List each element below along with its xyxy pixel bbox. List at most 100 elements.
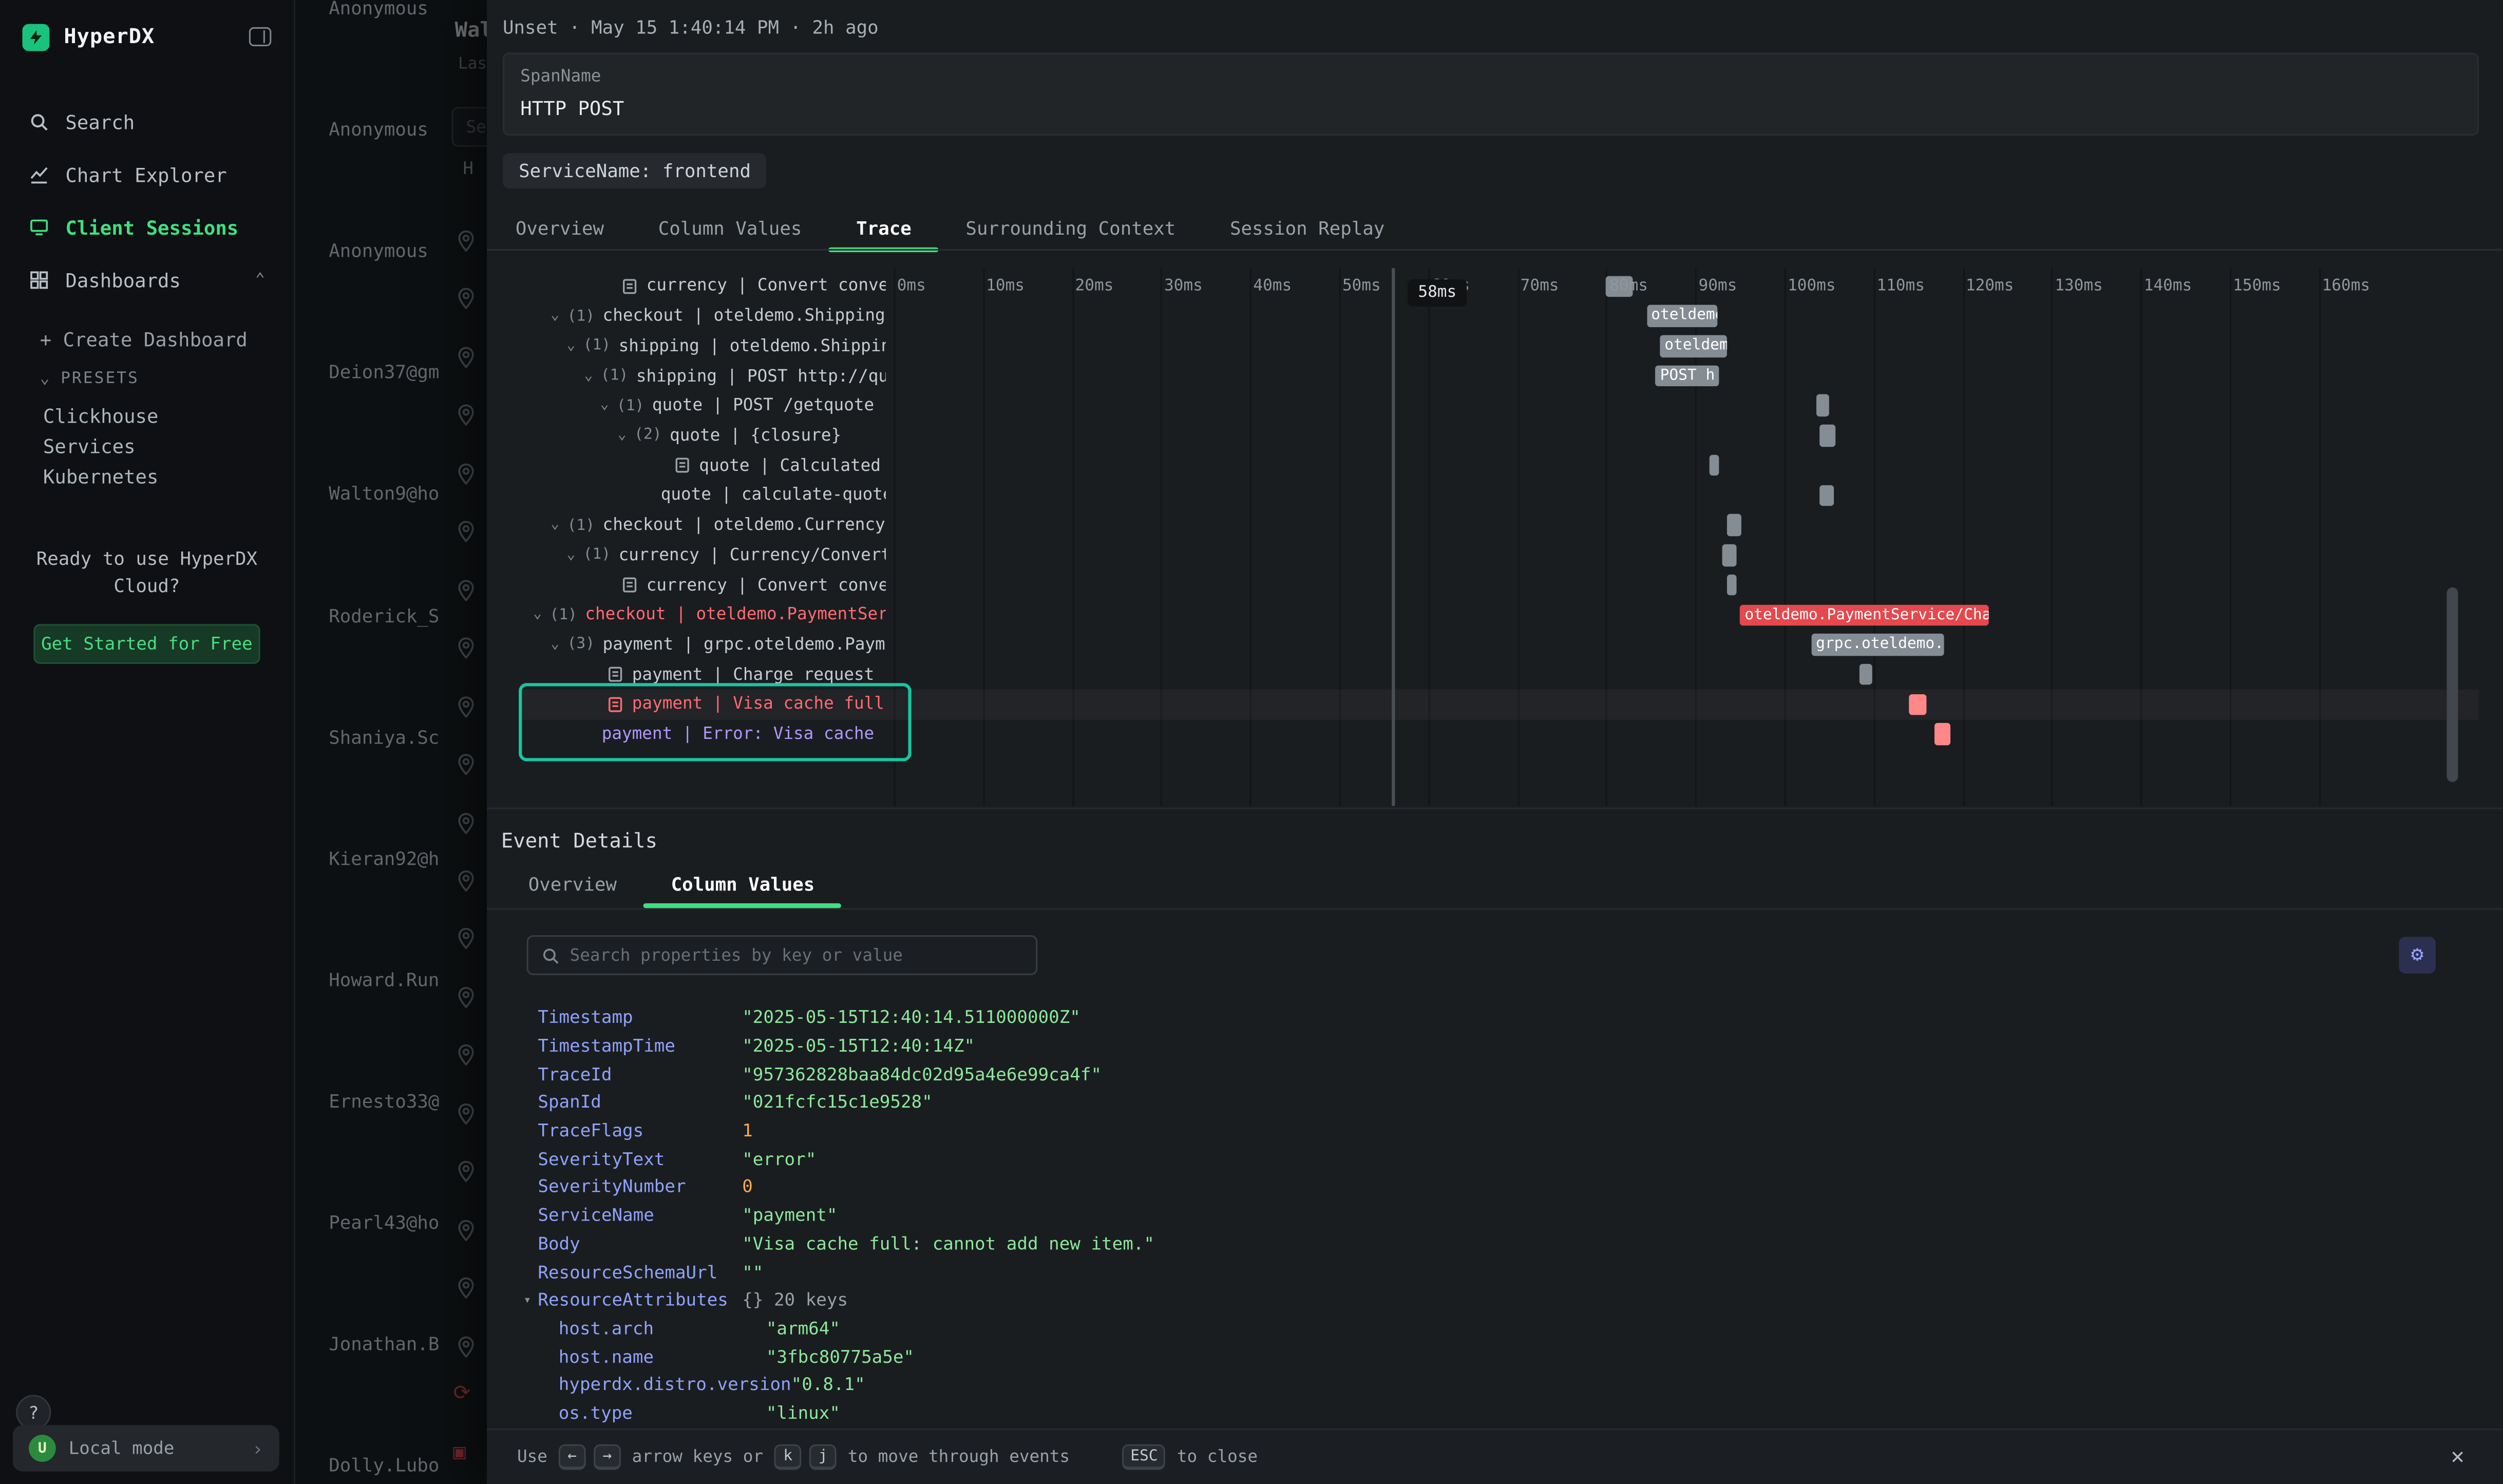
event-details-tab-column-values[interactable]: Column Values xyxy=(643,862,842,908)
trace-row[interactable]: ⌄ (1) checkout | oteldemo.ShippingSe… oteld… xyxy=(519,301,2479,331)
tab-column-values[interactable]: Column Values xyxy=(658,217,802,240)
span-bar[interactable]: oteldemo xyxy=(1659,335,1727,357)
property-row[interactable]: TimestampTime "2025-05-15T12:40:14Z" xyxy=(487,1032,2471,1060)
span-bar[interactable]: oteldemo.PaymentService/Char xyxy=(1740,604,1989,626)
chevron-down-icon[interactable]: ⌄ xyxy=(584,368,593,384)
trace-row[interactable]: currency | Convert convers… xyxy=(519,271,2479,301)
session-list-item[interactable]: Anonymous xyxy=(329,118,428,141)
local-mode-button[interactable]: U Local mode › xyxy=(12,1425,279,1472)
help-button[interactable]: ? xyxy=(16,1395,51,1430)
session-list-item[interactable]: Deion37@gm xyxy=(329,361,440,384)
property-row[interactable]: host.name "3fbc80775a5e" xyxy=(487,1343,2471,1371)
session-list-item[interactable]: Howard.Run xyxy=(329,968,440,991)
properties-search[interactable] xyxy=(526,935,1038,975)
location-pin-icon xyxy=(457,1160,476,1183)
tab-surrounding-context[interactable]: Surrounding Context xyxy=(965,217,1176,240)
trace-row[interactable]: ⌄ (1) shipping | oteldemo.Shipping… oteldem… xyxy=(519,331,2479,361)
preset-item-kubernetes[interactable]: Kubernetes xyxy=(43,465,159,488)
properties-search-input[interactable] xyxy=(570,945,1023,965)
session-list-item[interactable]: Ernesto33@ xyxy=(329,1090,440,1112)
trace-row[interactable]: ⌄ (1) checkout | oteldemo.PaymentServi… ote… xyxy=(519,600,2479,630)
property-row[interactable]: hyperdx.distro.version "0.8.1" xyxy=(487,1371,2471,1399)
session-list-item[interactable]: Anonymous xyxy=(329,0,428,20)
session-list-item[interactable]: Anonymous xyxy=(329,239,428,262)
trace-scrollbar[interactable] xyxy=(2447,587,2458,782)
preset-item-clickhouse[interactable]: Clickhouse xyxy=(43,404,159,427)
span-bar[interactable] xyxy=(1606,275,1633,297)
preset-item-services[interactable]: Services xyxy=(43,434,136,458)
property-row[interactable]: Body "Visa cache full: cannot add new ite… xyxy=(487,1230,2471,1258)
tab-session-replay[interactable]: Session Replay xyxy=(1230,217,1385,240)
span-bar[interactable]: POST h xyxy=(1655,365,1720,387)
span-bar[interactable] xyxy=(1815,395,1830,417)
trace-row[interactable]: quote | Calculated q… xyxy=(519,450,2479,480)
span-bar[interactable] xyxy=(1820,425,1835,447)
trace-row[interactable]: payment | Charge request rec… xyxy=(519,660,2479,690)
trace-row[interactable]: ⌄ (2) quote | {closure} xyxy=(519,421,2479,450)
settings-gear-button[interactable]: ⚙ xyxy=(2399,937,2436,974)
tab-overview[interactable]: Overview xyxy=(515,217,604,240)
trace-row[interactable]: currency | Convert convers… xyxy=(519,570,2479,600)
chevron-down-icon[interactable]: ⌄ xyxy=(617,427,627,444)
property-row[interactable]: host.arch "arm64" xyxy=(487,1315,2471,1343)
property-row[interactable]: Timestamp "2025-05-15T12:40:14.511000000Z… xyxy=(487,1004,2471,1032)
session-list-item[interactable]: Jonathan.B xyxy=(329,1333,440,1355)
chevron-down-icon[interactable]: ⌄ xyxy=(551,636,560,653)
chevron-down-icon[interactable]: ⌄ xyxy=(566,547,576,563)
sidebar-item-chart-explorer[interactable]: Chart Explorer xyxy=(0,148,294,201)
session-list-item[interactable]: Shaniya.Sc xyxy=(329,725,440,748)
property-row[interactable]: os.type "linux" xyxy=(487,1399,2471,1428)
trace-row[interactable]: payment | Visa cache full: c… xyxy=(519,690,2479,719)
property-row[interactable]: ▾ ResourceAttributes {} 20 keys xyxy=(487,1286,2471,1315)
service-name-tag[interactable]: ServiceName: frontend xyxy=(503,153,767,188)
span-bar[interactable] xyxy=(1709,454,1720,477)
span-bar[interactable] xyxy=(1860,663,1872,686)
sidebar-item-search[interactable]: Search xyxy=(0,96,294,148)
bg-search-input[interactable]: Sea xyxy=(451,107,487,147)
session-list-item[interactable]: Kieran92@h xyxy=(329,847,440,869)
close-icon[interactable]: ✕ xyxy=(2451,1444,2464,1470)
trace-row[interactable]: ⌄ (1) quote | POST /getquote xyxy=(519,391,2479,421)
presets-header[interactable]: ⌄ PRESETS xyxy=(40,370,294,388)
create-dashboard-button[interactable]: + Create Dashboard xyxy=(40,329,248,351)
trace-row[interactable]: ⌄ (1) checkout | oteldemo.CurrencySe… xyxy=(519,510,2479,540)
span-bar[interactable] xyxy=(1722,544,1737,566)
property-row[interactable]: SeverityNumber 0 xyxy=(487,1173,2471,1202)
property-row[interactable]: TraceFlags 1 xyxy=(487,1117,2471,1145)
span-bar[interactable] xyxy=(1909,693,1926,715)
get-started-button[interactable]: Get Started for Free xyxy=(33,623,260,663)
sidebar-item-client-sessions[interactable]: Client Sessions xyxy=(0,201,294,254)
trace-row[interactable]: ⌄ (1) currency | Currency/Convert xyxy=(519,540,2479,570)
property-row[interactable]: SpanId "021fcfc15c1e9528" xyxy=(487,1089,2471,1117)
expand-triangle-icon[interactable]: ▾ xyxy=(523,1292,532,1307)
session-list-item[interactable]: Walton9@ho xyxy=(329,482,440,505)
session-list-item[interactable]: Pearl43@ho xyxy=(329,1211,440,1234)
chevron-down-icon[interactable]: ⌄ xyxy=(600,397,609,414)
span-bar[interactable]: grpc.oteldemo. xyxy=(1811,634,1945,656)
session-list-item[interactable]: Roderick_S xyxy=(329,604,440,626)
chevron-down-icon[interactable]: ⌄ xyxy=(551,517,560,534)
sidebar-item-dashboards[interactable]: Dashboards ⌃ xyxy=(0,254,294,307)
trace-row[interactable]: payment | Error: Visa cache ful… xyxy=(519,719,2479,749)
collapse-sidebar-icon[interactable] xyxy=(249,27,272,47)
span-bar[interactable] xyxy=(1820,484,1834,506)
span-bar[interactable]: oteldemo. xyxy=(1646,305,1718,327)
span-bar[interactable] xyxy=(1934,724,1951,746)
trace-row[interactable]: ⌄ (3) payment | grpc.oteldemo.Paymen… grpc.… xyxy=(519,630,2479,659)
trace-row[interactable]: quote | calculate-quote xyxy=(519,481,2479,510)
span-bar[interactable] xyxy=(1726,574,1737,596)
chevron-down-icon[interactable]: ⌄ xyxy=(533,606,542,623)
tab-trace[interactable]: Trace xyxy=(829,206,938,253)
property-row[interactable]: SeverityText "error" xyxy=(487,1145,2471,1173)
span-bar[interactable] xyxy=(1726,514,1742,536)
property-row[interactable]: ServiceName "payment" xyxy=(487,1202,2471,1230)
session-list-item[interactable]: Dolly.Lubo xyxy=(329,1454,440,1477)
trace-row[interactable]: ⌄ (1) shipping | POST http://quo… POST h xyxy=(519,361,2479,391)
property-row[interactable]: TraceId "957362828baa84dc02d95a4e6e99ca4f… xyxy=(487,1060,2471,1089)
chevron-down-icon[interactable]: ⌄ xyxy=(566,338,576,354)
property-row[interactable]: ResourceSchemaUrl "" xyxy=(487,1258,2471,1286)
chevron-down-icon[interactable]: ⌄ xyxy=(551,308,560,325)
sidebar-item-label: Chart Explorer xyxy=(65,163,227,186)
gridline xyxy=(2229,268,2231,806)
event-details-tab-overview[interactable]: Overview xyxy=(528,873,617,896)
